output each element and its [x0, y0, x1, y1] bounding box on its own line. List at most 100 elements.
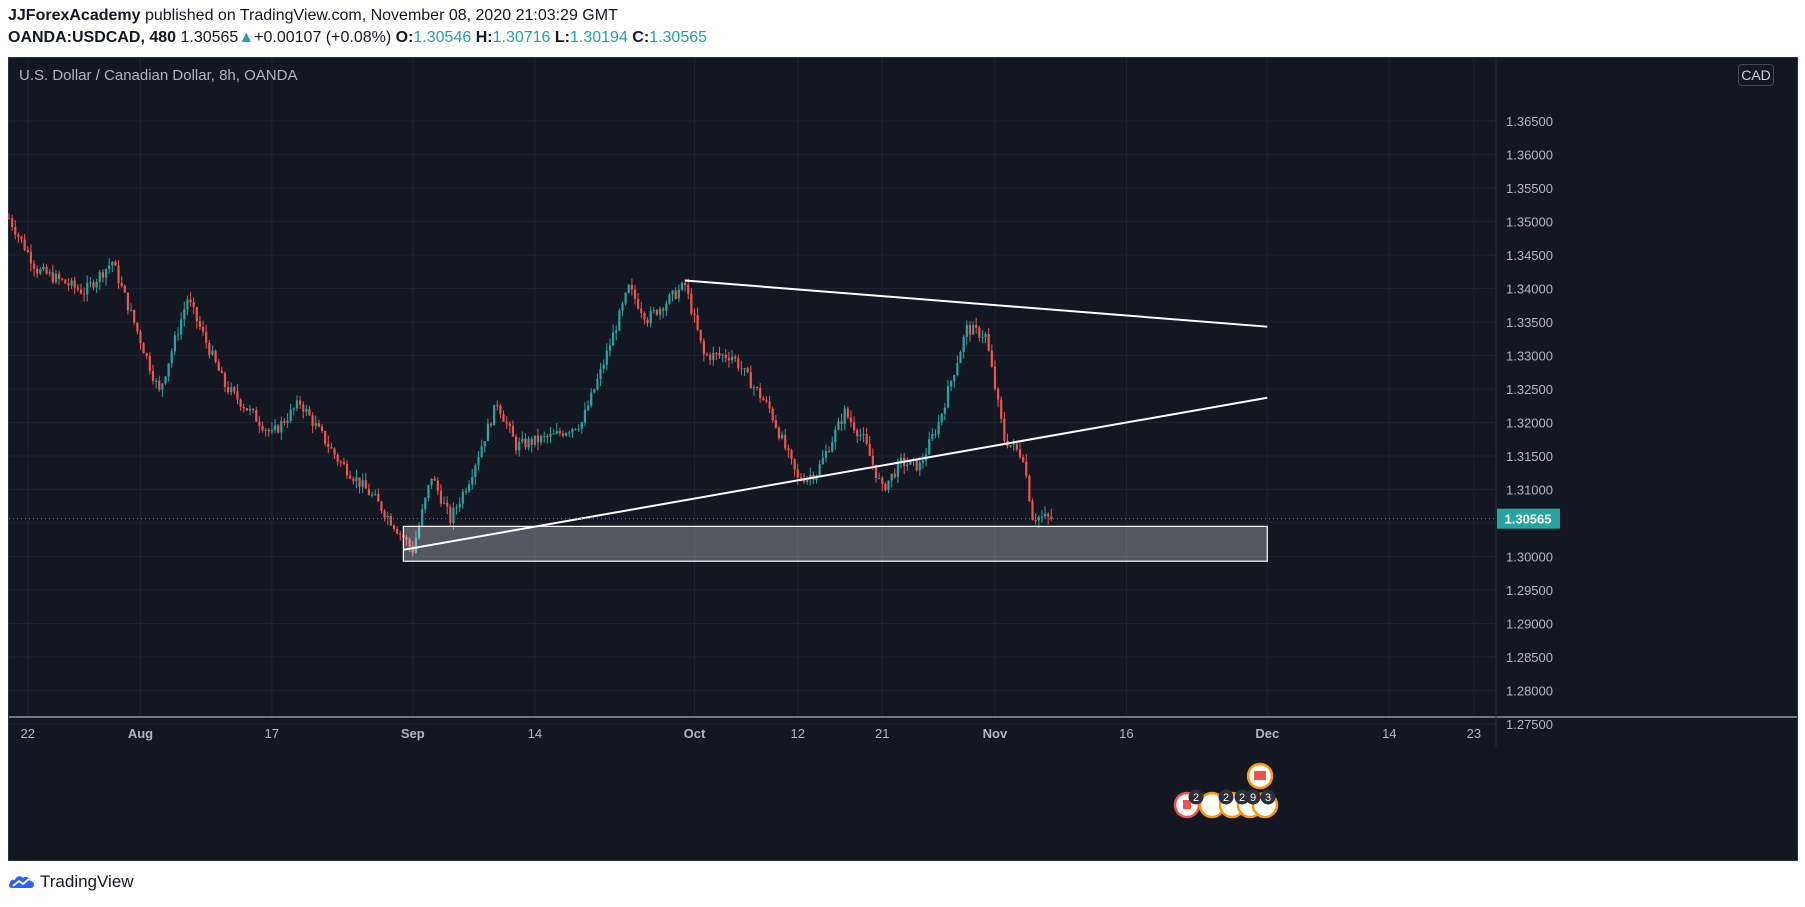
candle-body: [987, 333, 990, 351]
candle-body: [611, 332, 615, 346]
price-axis-label: 1.28500: [1506, 650, 1553, 665]
candle-body: [765, 400, 768, 402]
candle-body: [101, 272, 104, 278]
candle-body: [790, 450, 793, 459]
candle-body: [176, 334, 180, 336]
event-count-label: 2: [1193, 792, 1199, 804]
candle-body: [577, 428, 580, 430]
price-chart[interactable]: 1.36500 1.36000 1.35500 1.35000 1.34500 1.340…: [0, 0, 1805, 862]
time-axis-label: 14: [528, 726, 542, 741]
candle-body: [771, 408, 774, 421]
candle-body: [702, 340, 705, 355]
candle-body: [968, 324, 972, 335]
candle-body: [734, 356, 737, 359]
canada-flag-icon: [1254, 771, 1266, 780]
candle-body: [784, 434, 787, 449]
candle-body: [643, 313, 646, 320]
candle-body: [211, 350, 214, 355]
candle-body: [355, 477, 358, 482]
candle-body: [674, 290, 677, 299]
candle-body: [345, 464, 349, 476]
resistance-trendline[interactable]: [685, 279, 1268, 328]
candle-body: [540, 436, 543, 443]
candle-body: [918, 462, 921, 471]
candle-body: [590, 392, 593, 406]
candle-body: [777, 427, 781, 439]
candle-body: [411, 546, 414, 553]
candle-body: [320, 426, 324, 431]
candle-body: [671, 290, 674, 295]
candle-body: [527, 439, 530, 448]
candle-body: [383, 510, 386, 518]
candle-body: [549, 433, 552, 437]
candle-body: [715, 352, 718, 354]
candle-body: [214, 350, 217, 362]
open-value: 1.30546: [413, 29, 472, 46]
candle-body: [474, 465, 477, 477]
tradingview-logo[interactable]: TradingView: [8, 872, 134, 892]
candle-body: [831, 442, 834, 452]
candle-body: [273, 425, 277, 430]
candle-body: [364, 480, 367, 489]
candle-body: [981, 337, 984, 339]
candle-body: [1015, 443, 1018, 450]
chart-pane[interactable]: [8, 57, 1798, 861]
candle-body: [120, 283, 123, 286]
candle-body: [646, 319, 649, 324]
candle-body: [424, 497, 427, 510]
candle-body: [151, 370, 155, 381]
candle-body: [57, 273, 61, 279]
candle-body: [943, 407, 946, 414]
candle-body: [680, 282, 684, 290]
candle-body: [311, 415, 314, 426]
candle-body: [721, 354, 724, 356]
candle-body: [928, 439, 931, 455]
candle-body: [683, 282, 687, 286]
time-axis-label: 21: [875, 726, 889, 741]
candle-body: [493, 404, 496, 426]
candle-body: [367, 488, 371, 496]
time-axis-label: Dec: [1255, 726, 1279, 741]
candle-body: [696, 315, 699, 330]
candle-body: [7, 218, 11, 220]
candle-body: [236, 391, 239, 400]
candle-body: [417, 525, 421, 538]
candle-body: [712, 352, 715, 360]
candle-body: [324, 430, 327, 444]
candle-body: [975, 325, 978, 328]
candle-body: [267, 429, 270, 432]
candle-body: [871, 455, 874, 465]
candle-body: [342, 461, 346, 465]
candle-body: [665, 303, 668, 311]
candle-body: [164, 376, 167, 384]
candle-body: [558, 430, 561, 434]
price-axis-label: 1.34000: [1506, 282, 1553, 297]
candle-body: [965, 324, 968, 337]
price-axis-label: 1.31500: [1506, 449, 1553, 464]
candle-body: [533, 435, 536, 445]
support-trendline[interactable]: [403, 396, 1268, 551]
author-name[interactable]: JJForexAcademy: [8, 7, 141, 24]
candle-body: [258, 421, 261, 427]
candle-body: [380, 501, 383, 511]
currency-badge[interactable]: CAD: [1738, 64, 1774, 86]
candle-body: [709, 354, 712, 360]
candle-body: [446, 502, 449, 507]
candle-body: [849, 417, 853, 423]
candle-body: [724, 354, 727, 359]
candle-body: [971, 325, 975, 335]
candle-body: [768, 401, 771, 409]
candle-body: [180, 319, 183, 335]
candle-body: [358, 477, 361, 487]
candle-body: [45, 266, 48, 274]
candle-body: [749, 372, 752, 389]
candle-body: [396, 528, 399, 534]
price-axis-label: 1.35000: [1506, 215, 1553, 230]
candle-body: [505, 421, 508, 424]
candle-body: [536, 435, 540, 443]
candle-body: [524, 438, 527, 448]
candle-body: [392, 525, 396, 529]
support-zone[interactable]: [402, 525, 1268, 562]
candle-body: [662, 308, 665, 311]
candle-body: [70, 280, 73, 286]
